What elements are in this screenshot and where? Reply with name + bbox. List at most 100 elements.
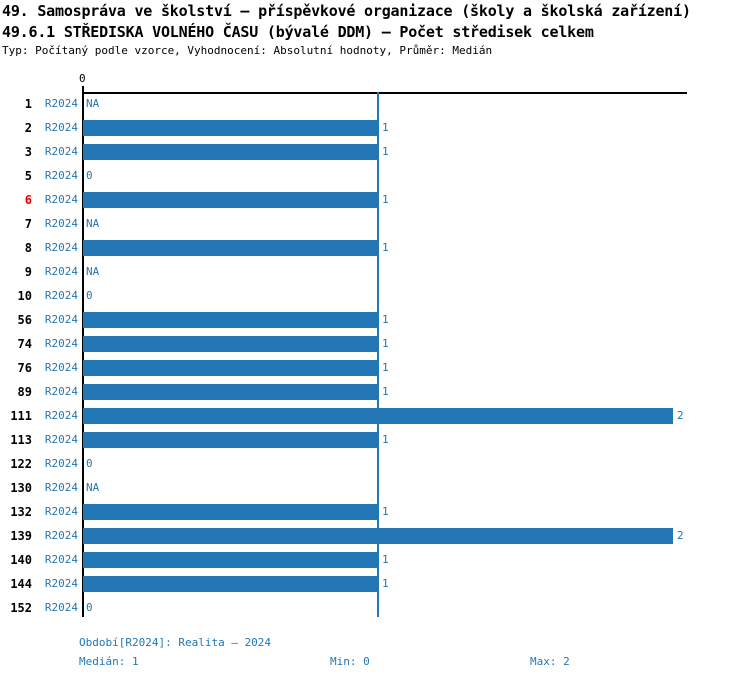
table-row: 111 R2024 2 [0,404,750,428]
row-period-label: R2024 [44,601,78,614]
table-row: 6 R2024 1 [0,188,750,212]
table-row: 7 R2024 NA [0,212,750,236]
row-index-label: 5 [24,169,32,183]
bar-segment [83,408,673,424]
row-period-label: R2024 [44,193,78,206]
row-period-label: R2024 [44,337,78,350]
row-period-label: R2024 [44,313,78,326]
bar-value-label: 2 [677,409,684,422]
bar-value-label: 1 [382,193,389,206]
report-subtitle: Typ: Počítaný podle vzorce, Vyhodnocení:… [2,44,493,57]
x-axis-line [83,92,687,94]
table-row: 3 R2024 1 [0,140,750,164]
row-index-label: 111 [10,409,32,423]
bar-value-label: 1 [382,577,389,590]
bar-value-label: NA [86,481,100,494]
row-period-label: R2024 [44,361,78,374]
bar-segment [83,432,378,448]
table-row: 152 R2024 0 [0,596,750,620]
row-period-label: R2024 [44,481,78,494]
table-row: 113 R2024 1 [0,428,750,452]
row-index-label: 10 [17,289,32,303]
row-index-label: 89 [17,385,32,399]
bar-value-label: 1 [382,505,389,518]
bar-segment [83,360,378,376]
table-row: 9 R2024 NA [0,260,750,284]
row-period-label: R2024 [44,241,78,254]
row-period-label: R2024 [44,265,78,278]
row-index-label: 152 [10,601,32,615]
bar-segment [83,144,378,160]
bar-segment [83,120,378,136]
row-period-label: R2024 [44,97,78,110]
bar-segment [83,528,673,544]
table-row: 2 R2024 1 [0,116,750,140]
row-index-label: 56 [17,313,32,327]
row-index-label: 9 [24,265,32,279]
bar-value-label: 1 [382,385,389,398]
bar-value-label: 0 [86,457,93,470]
footer-period-legend: Období[R2024]: Realita – 2024 [79,636,272,649]
row-index-label: 139 [10,529,32,543]
bar-value-label: 2 [677,529,684,542]
row-index-label: 8 [24,241,32,255]
footer-median-stat: Medián: 1 [79,655,139,668]
table-row: 5 R2024 0 [0,164,750,188]
bar-segment [83,336,378,352]
bar-segment [83,504,378,520]
table-row: 140 R2024 1 [0,548,750,572]
report-title-secondary: 49.6.1 STŘEDISKA VOLNÉHO ČASU (bývalé DD… [2,23,594,41]
row-index-label: 74 [17,337,32,351]
table-row: 10 R2024 0 [0,284,750,308]
row-index-label: 122 [10,457,32,471]
table-row: 144 R2024 1 [0,572,750,596]
table-row: 56 R2024 1 [0,308,750,332]
row-period-label: R2024 [44,409,78,422]
row-index-label: 3 [24,145,32,159]
table-row: 89 R2024 1 [0,380,750,404]
row-index-label: 76 [17,361,32,375]
row-period-label: R2024 [44,433,78,446]
row-period-label: R2024 [44,457,78,470]
bar-segment [83,552,378,568]
row-period-label: R2024 [44,553,78,566]
bar-segment [83,192,378,208]
row-period-label: R2024 [44,145,78,158]
footer-min-stat: Min: 0 [330,655,370,668]
table-row: 132 R2024 1 [0,500,750,524]
row-period-label: R2024 [44,577,78,590]
row-period-label: R2024 [44,217,78,230]
row-period-label: R2024 [44,289,78,302]
bar-value-label: NA [86,217,100,230]
bar-value-label: NA [86,265,100,278]
table-row: 76 R2024 1 [0,356,750,380]
bar-value-label: 1 [382,121,389,134]
bar-value-label: 1 [382,337,389,350]
row-index-label: 130 [10,481,32,495]
row-period-label: R2024 [44,121,78,134]
row-index-label: 7 [24,217,32,231]
row-index-label: 132 [10,505,32,519]
footer-max-stat: Max: 2 [530,655,570,668]
table-row: 74 R2024 1 [0,332,750,356]
bar-value-label: 0 [86,169,93,182]
bar-segment [83,240,378,256]
bar-value-label: 1 [382,241,389,254]
row-index-label: 113 [10,433,32,447]
row-index-label: 6 [24,193,32,207]
row-period-label: R2024 [44,529,78,542]
bar-segment [83,312,378,328]
bar-value-label: NA [86,97,100,110]
bar-value-label: 0 [86,601,93,614]
report-title-primary: 49. Samospráva ve školství – příspěvkové… [2,2,691,20]
table-row: 130 R2024 NA [0,476,750,500]
x-axis-tick-label-0: 0 [79,72,86,85]
bar-segment [83,384,378,400]
table-row: 122 R2024 0 [0,452,750,476]
median-reference-line [377,92,379,617]
bar-value-label: 1 [382,313,389,326]
bar-value-label: 1 [382,145,389,158]
table-row: 1 R2024 NA [0,92,750,116]
bar-value-label: 1 [382,553,389,566]
bar-segment [83,576,378,592]
